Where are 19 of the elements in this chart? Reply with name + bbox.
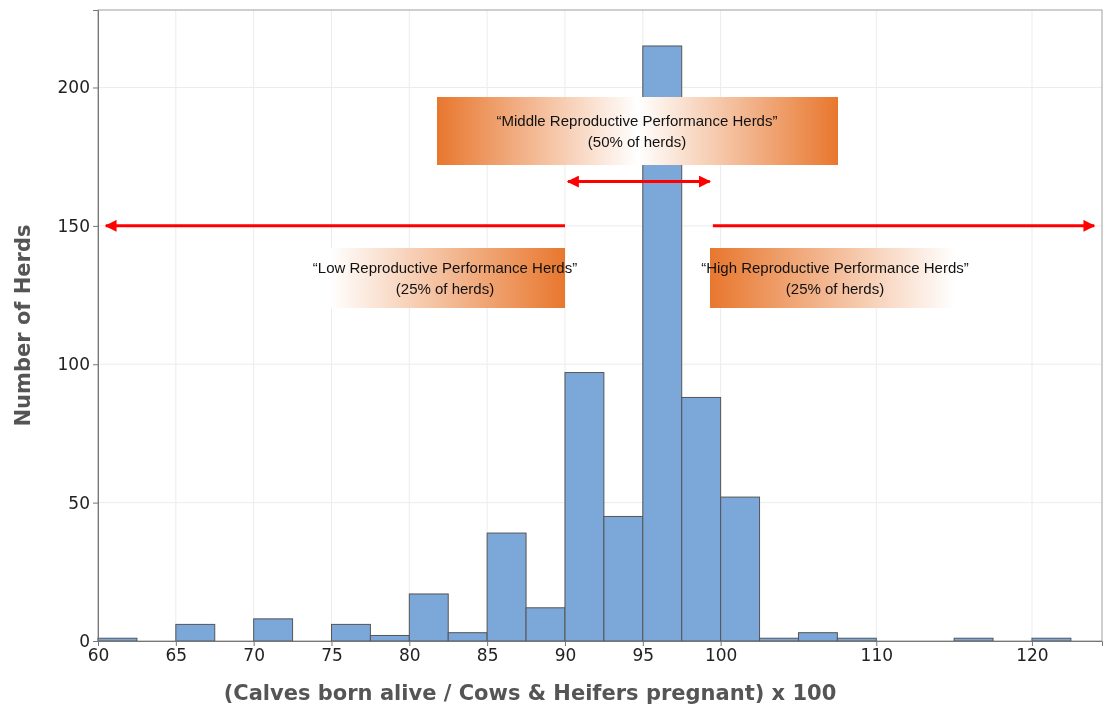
y-tick-label: 150: [57, 215, 90, 236]
x-tick-label: 70: [243, 645, 265, 666]
x-tick-label: 65: [165, 645, 188, 666]
x-tick-label: 120: [1016, 645, 1049, 666]
y-tick-label: 200: [57, 77, 90, 98]
x-tick-label: 80: [399, 645, 421, 666]
x-tick-label: 95: [632, 645, 655, 666]
x-tick-label: 100: [704, 645, 738, 666]
x-tick-label: 60: [87, 645, 110, 666]
y-axis-title: Number of Herds: [11, 224, 35, 427]
x-tick-label: 90: [554, 645, 577, 666]
x-tick-label: 85: [476, 645, 499, 666]
x-tick-label: 110: [860, 645, 894, 666]
x-tick-label: 75: [321, 645, 343, 666]
y-tick-label: 0: [79, 630, 90, 651]
x-axis-title: (Calves born alive / Cows & Heifers pregnant) x 100: [223, 681, 837, 705]
y-tick-label: 50: [68, 492, 90, 513]
y-tick-label: 100: [57, 354, 90, 375]
annotation: “Middle Reproductive Performance Herds” (50% of herds): [496, 112, 778, 150]
